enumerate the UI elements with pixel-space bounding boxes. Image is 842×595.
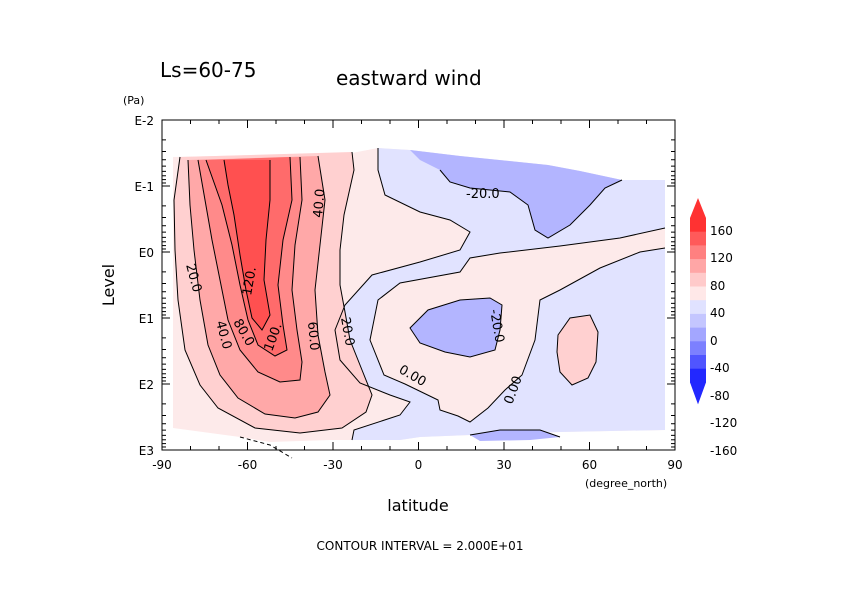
colorbar-swatch (690, 231, 706, 246)
contour-line-80 (205, 156, 293, 357)
contour-label-minus20-mid: -20.0 (486, 308, 507, 344)
colorbar-label: -160 (710, 444, 737, 458)
colorbar-label: -120 (710, 416, 737, 430)
x-unit-label: (degree_north) (585, 477, 667, 490)
colorbar-swatch (690, 259, 706, 274)
colorbar-label: 160 (710, 224, 733, 238)
colorbar-top-arrow (690, 198, 706, 218)
x-tick-label: 0 (415, 458, 423, 472)
colorbar: 160 120 80 40 0 -40 -80 -120 -160 (690, 198, 737, 458)
colorbar-swatch (690, 313, 706, 328)
x-axis-label: latitude (387, 496, 448, 515)
contour-line-60 (197, 156, 303, 383)
contour-label-20-left: 20.0 (182, 262, 204, 294)
period-label: Ls=60-75 (160, 58, 256, 82)
contour-label-minus20-upper: -20.0 (466, 187, 500, 202)
contour-label-60: 60.0 (304, 321, 321, 351)
x-tick-label: -90 (152, 458, 172, 472)
x-tick-labels: -90 -60 -30 0 30 60 90 (152, 458, 682, 472)
colorbar-label: 40 (710, 306, 725, 320)
colorbar-label: 120 (710, 251, 733, 265)
colorbar-swatch (690, 368, 706, 383)
contour-line-20-north (556, 314, 599, 386)
contour-line-40 (187, 155, 331, 419)
fill-minus20-upper (410, 150, 622, 238)
colorbar-label: -80 (710, 389, 730, 403)
colorbar-label: 80 (710, 279, 725, 293)
y-tick-label: E3 (139, 444, 154, 458)
contour-label-40-upper: 40.0 (311, 188, 328, 218)
x-tick-label: 30 (496, 458, 511, 472)
colorbar-label: 0 (710, 334, 718, 348)
x-tick-label: -30 (323, 458, 343, 472)
contour-line-100 (223, 159, 271, 331)
fill-20-north (557, 315, 598, 385)
contour-line-minus20-mid (409, 297, 503, 358)
contour-labels: 120. 100. 80.0 60.0 40.0 40.0 20.0 20.0 … (182, 187, 526, 406)
colorbar-swatch (690, 272, 706, 287)
colorbar-swatch (690, 327, 706, 342)
colorbar-swatch (690, 355, 706, 369)
fill-minus20-mid (410, 298, 502, 357)
contour-line-zero-east (369, 227, 666, 423)
contour-line-20 (173, 151, 373, 434)
contour-line-minus20-bottom (469, 429, 561, 438)
colorbar-swatch (690, 286, 706, 301)
y-tick-label: E-1 (134, 180, 154, 194)
colorbar-swatch (690, 341, 706, 356)
colorbar-bottom-arrow (690, 382, 706, 405)
contour-interval-note: CONTOUR INTERVAL = 2.000E+01 (317, 539, 524, 553)
y-tick-label: E0 (139, 246, 154, 260)
colorbar-swatch (690, 300, 706, 315)
minor-ticks (161, 119, 676, 451)
colorbar-label: -40 (710, 361, 730, 375)
contour-line-bottom-left (239, 436, 293, 459)
colorbar-swatch (690, 245, 706, 260)
y-tick-label: E2 (139, 378, 154, 392)
fill-100-120 (224, 160, 270, 330)
contour-label-40-lower: 40.0 (212, 319, 234, 351)
contour-label-20-right: 20.0 (337, 316, 357, 347)
colorbar-labels: 160 120 80 40 0 -40 -80 -120 -160 (710, 224, 737, 458)
y-axis-label: Level (99, 264, 118, 306)
x-tick-label: 90 (667, 458, 682, 472)
colorbar-swatch (690, 218, 706, 232)
contour-label-120: 120. (240, 266, 260, 297)
contour-lines (173, 148, 666, 459)
y-tick-label: E1 (139, 312, 154, 326)
y-tick-label: E-2 (134, 114, 154, 128)
fill-minus20-bottom (470, 430, 560, 441)
y-unit-label: (Pa) (123, 94, 144, 107)
contour-line-minus20-upper (439, 169, 623, 239)
x-tick-label: -60 (238, 458, 258, 472)
colorbar-swatches (690, 198, 706, 405)
x-tick-label: 60 (582, 458, 597, 472)
chart-title: eastward wind (336, 66, 482, 90)
contour-line-zero-north (334, 148, 471, 441)
y-tick-labels: E-2 E-1 E0 E1 E2 E3 (134, 114, 154, 458)
